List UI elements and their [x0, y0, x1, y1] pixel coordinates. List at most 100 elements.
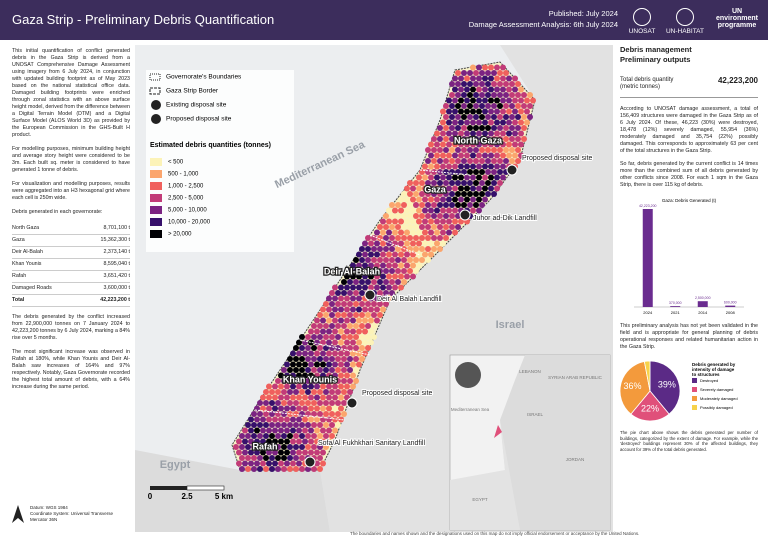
hex-cell — [308, 328, 314, 335]
hex-cell — [278, 449, 284, 456]
hex-cell — [329, 301, 335, 307]
inset-label: LEBANON — [519, 369, 541, 374]
place-label: Deir Al-Balah — [324, 266, 380, 276]
hex-cell — [431, 169, 437, 175]
hex-cell — [356, 339, 362, 346]
hex-cell — [266, 460, 272, 467]
hex-cell — [272, 449, 278, 456]
hex-cell — [437, 202, 443, 208]
hex-cell — [500, 108, 506, 115]
hex-cell — [371, 334, 377, 340]
hex-cell — [452, 207, 458, 214]
hex-cell — [338, 416, 344, 423]
hex-cell — [485, 103, 491, 109]
hex-cell — [479, 191, 485, 197]
hex-cell — [470, 207, 476, 214]
hex-cell — [431, 158, 437, 164]
hex-cell — [458, 185, 464, 192]
hex-cell — [311, 400, 317, 406]
hex-cell — [371, 301, 377, 307]
hex-cell — [248, 438, 254, 445]
hex-cell — [296, 372, 302, 379]
hex-cell — [389, 224, 395, 230]
hex-cell — [287, 400, 293, 406]
hex-cell — [380, 218, 386, 225]
paragraph: The most significant increase was observ… — [12, 349, 130, 390]
hex-cell — [437, 191, 443, 197]
hex-cell — [314, 427, 320, 434]
hex-cell — [293, 422, 299, 428]
hex-cell — [446, 185, 452, 192]
hex-cell — [365, 323, 371, 329]
hex-cell — [281, 400, 287, 406]
hex-cell — [443, 103, 449, 109]
table-cell: 8,595,040 t — [79, 258, 130, 271]
hex-cell — [284, 383, 290, 390]
hex-cell — [383, 290, 389, 296]
hex-cell — [329, 422, 335, 428]
hex-cell — [293, 389, 299, 395]
legend-label: > 20,000 — [168, 232, 192, 238]
hex-cell — [515, 114, 521, 120]
hex-cell — [446, 196, 452, 203]
hex-cell — [341, 411, 347, 417]
hex-cell — [335, 422, 341, 428]
hex-cell — [302, 449, 308, 456]
hex-cell — [404, 262, 410, 269]
hex-cell — [443, 125, 449, 131]
hex-cell — [449, 158, 455, 164]
hex-cell — [458, 75, 464, 82]
site-label: Proposed disposal site — [522, 155, 593, 162]
hex-cell — [269, 444, 275, 450]
title-line: Debris generated by — [692, 362, 736, 367]
hex-cell — [374, 240, 380, 247]
legend-label: 500 - 1,000 — [168, 172, 199, 178]
hex-cell — [296, 416, 302, 423]
chart-title: Gaza: Debris Generated (t) — [662, 198, 717, 203]
hex-cell — [281, 444, 287, 450]
hex-cell — [281, 455, 287, 461]
hex-cell — [428, 163, 434, 170]
map: Governorate's Boundaries Gaza Strip Borde… — [135, 45, 613, 532]
hex-cell — [293, 367, 299, 373]
hex-cell — [314, 405, 320, 412]
hex-cell — [266, 449, 272, 456]
hex-cell — [335, 312, 341, 318]
hex-cell — [461, 136, 467, 142]
hex-cell — [464, 86, 470, 93]
hex-cell — [293, 400, 299, 406]
hex-cell — [482, 97, 488, 104]
dates: Published: July 2024 Damage Assessment An… — [469, 8, 618, 30]
table-cell: 42,223,200 t — [79, 294, 130, 307]
hex-cell — [284, 438, 290, 445]
hex-cell — [269, 466, 275, 472]
hex-cell — [494, 141, 500, 148]
hex-cell — [359, 345, 365, 351]
hex-cell — [476, 174, 482, 181]
hex-cell — [353, 268, 359, 274]
hex-cell — [290, 372, 296, 379]
hex-cell — [425, 224, 431, 230]
hex-cell — [407, 268, 413, 274]
hex-cell — [359, 323, 365, 329]
hex-cell — [416, 185, 422, 192]
hex-cell — [461, 158, 467, 164]
hex-cell — [452, 141, 458, 148]
hex-cell — [437, 246, 443, 252]
hex-cell — [314, 416, 320, 423]
hex-cell — [410, 262, 416, 269]
hex-cell — [380, 251, 386, 258]
hex-cell — [326, 328, 332, 335]
hex-cell — [485, 169, 491, 175]
logo: UNOSAT — [622, 8, 662, 35]
hex-cell — [332, 295, 338, 302]
hex-cell — [296, 361, 302, 368]
hex-cell — [389, 268, 395, 274]
scale-bar: 0 2.5 5 km — [148, 485, 233, 501]
hex-cell — [464, 75, 470, 82]
inset-label: Mediterranean Sea — [451, 407, 490, 412]
hex-cell — [416, 262, 422, 269]
hex-cell — [341, 400, 347, 406]
hex-cell — [509, 136, 515, 142]
governorate-table: North Gaza 8,701,100 t Gaza 15,362,300 t Dei… — [12, 223, 130, 307]
